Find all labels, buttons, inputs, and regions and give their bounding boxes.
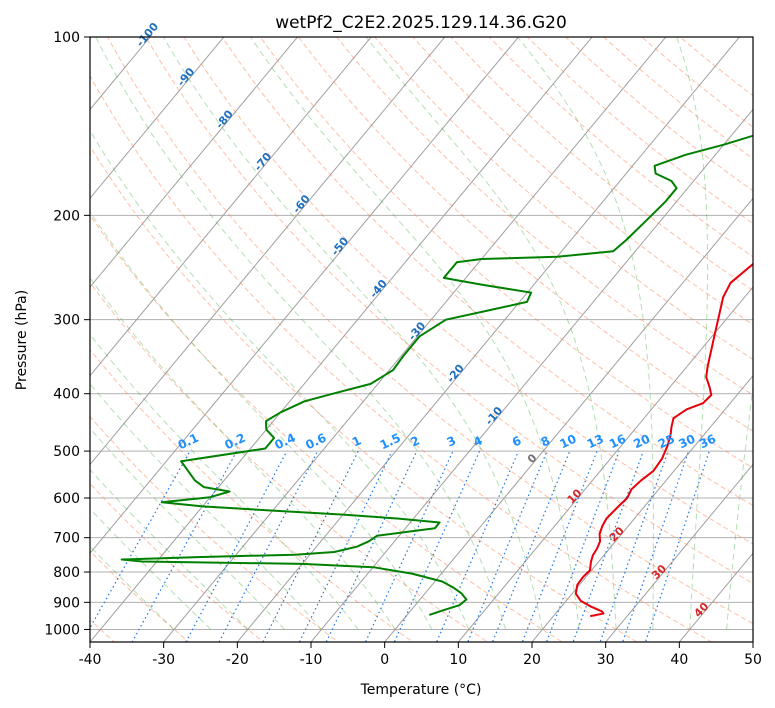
moist-adiabat-line bbox=[90, 468, 249, 630]
mixing-ratio-layer bbox=[90, 450, 710, 642]
moist-adiabat-line bbox=[90, 507, 212, 630]
mixing-ratio-line bbox=[491, 450, 571, 642]
mixing-ratio-line bbox=[521, 450, 598, 642]
y-tick-label: 900 bbox=[53, 595, 80, 611]
x-tick-label: 0 bbox=[380, 652, 389, 668]
dry-adiabat-line bbox=[90, 550, 190, 642]
temperature-profile-line bbox=[574, 262, 753, 618]
y-tick-label: 800 bbox=[53, 565, 80, 581]
x-axis-label: Temperature (°C) bbox=[360, 682, 482, 698]
mixing-ratio-line bbox=[262, 450, 359, 642]
y-tick-label: 600 bbox=[53, 491, 80, 507]
isotherm-line bbox=[90, 37, 593, 642]
mixing-ratio-label: 30 bbox=[676, 432, 697, 452]
dry-adiabat-line bbox=[90, 74, 713, 642]
mixing-ratio-line bbox=[467, 450, 548, 642]
isotherm-line bbox=[90, 37, 446, 466]
y-tick-label: 400 bbox=[53, 387, 80, 403]
x-tick-label: 30 bbox=[597, 652, 615, 668]
isotherm-line bbox=[236, 37, 741, 642]
moist-adiabat-line bbox=[90, 210, 433, 630]
dry-adiabat-line bbox=[335, 37, 753, 396]
mixing-ratio-line bbox=[90, 450, 191, 629]
x-axis-ticks: -40 -30 -20 -10 0 10 20 30 40 50 bbox=[79, 642, 762, 668]
isotherm-line bbox=[90, 37, 299, 288]
profile-layer bbox=[120, 134, 753, 618]
moist-adiabat-line bbox=[162, 37, 543, 630]
moist-adiabat-line bbox=[726, 382, 753, 630]
y-tick-label: 200 bbox=[53, 208, 80, 224]
dry-adiabat-line bbox=[374, 37, 753, 361]
x-tick-label: -30 bbox=[152, 652, 175, 668]
x-tick-label: 10 bbox=[449, 652, 467, 668]
moist-adiabat-line bbox=[250, 37, 580, 630]
isotherm-line bbox=[163, 37, 667, 642]
x-tick-label: -10 bbox=[300, 652, 323, 668]
mixing-ratio-label: 16 bbox=[607, 432, 628, 452]
moist-adiabat-line bbox=[517, 37, 654, 630]
y-tick-label: 300 bbox=[53, 313, 80, 329]
x-tick-label: 40 bbox=[670, 652, 688, 668]
moist-adiabat-line bbox=[365, 37, 617, 630]
mixing-ratio-line bbox=[545, 450, 620, 642]
mixing-ratio-label: 10 bbox=[557, 432, 578, 452]
moist-adiabat-line bbox=[90, 129, 470, 630]
dry-adiabat-line bbox=[412, 37, 753, 326]
isotherm-line bbox=[90, 37, 520, 555]
isotherm-line bbox=[605, 463, 753, 642]
isotherm-line bbox=[531, 374, 753, 642]
x-tick-label: -20 bbox=[226, 652, 249, 668]
dry-adiabat-line bbox=[221, 37, 753, 507]
y-tick-label: 100 bbox=[53, 30, 80, 46]
x-tick-label: -40 bbox=[79, 652, 102, 668]
moist-adiabat-line bbox=[90, 277, 396, 630]
y-tick-label: 1000 bbox=[44, 622, 80, 638]
y-axis-label: Pressure (hPa) bbox=[14, 290, 30, 390]
mixing-ratio-label: 13 bbox=[585, 432, 606, 452]
dry-adiabat-line bbox=[450, 37, 753, 292]
y-tick-label: 500 bbox=[53, 444, 80, 460]
isotherm-line bbox=[90, 37, 372, 377]
isotherm-line bbox=[384, 197, 753, 642]
mixing-ratio-label: 25 bbox=[656, 432, 677, 452]
dry-adiabat-line bbox=[90, 348, 414, 642]
mixing-ratio-line bbox=[218, 450, 319, 642]
mixing-ratio-line bbox=[435, 450, 519, 642]
dry-adiabat-line bbox=[90, 214, 564, 642]
grid-layer bbox=[90, 37, 753, 642]
moist-adiabat-line bbox=[90, 545, 175, 630]
dewpoint-profile-line bbox=[120, 134, 753, 616]
dry-adiabat-line bbox=[90, 482, 265, 642]
dry-adiabat-line bbox=[107, 37, 753, 625]
y-axis-ticks: 100 200 300 400 500 600 700 800 900 1000 bbox=[44, 30, 90, 638]
moist-adiabat-line bbox=[95, 37, 507, 630]
mixing-ratio-line bbox=[572, 450, 644, 642]
mixing-ratio-label: 36 bbox=[697, 432, 718, 452]
isotherm-line bbox=[310, 108, 753, 642]
mixing-ratio-line bbox=[393, 450, 481, 642]
isotherm-line bbox=[90, 37, 225, 200]
dry-adiabat-line bbox=[183, 37, 753, 545]
y-tick-label: 700 bbox=[53, 531, 80, 547]
moist-adiabat-line bbox=[90, 383, 322, 630]
moist-adiabat-line bbox=[676, 37, 709, 630]
x-tick-label: 50 bbox=[744, 652, 762, 668]
mixing-ratio-line bbox=[325, 450, 418, 642]
plot-frame bbox=[89, 36, 754, 643]
mixing-ratio-label: 20 bbox=[631, 432, 652, 452]
mixing-ratio-line bbox=[364, 450, 454, 642]
x-tick-label: 20 bbox=[523, 652, 541, 668]
chart-title: wetPf2_C2E2.2025.129.14.36.G20 bbox=[275, 13, 567, 33]
dry-adiabat-line bbox=[90, 145, 638, 642]
mixing-ratio-line bbox=[298, 450, 393, 642]
